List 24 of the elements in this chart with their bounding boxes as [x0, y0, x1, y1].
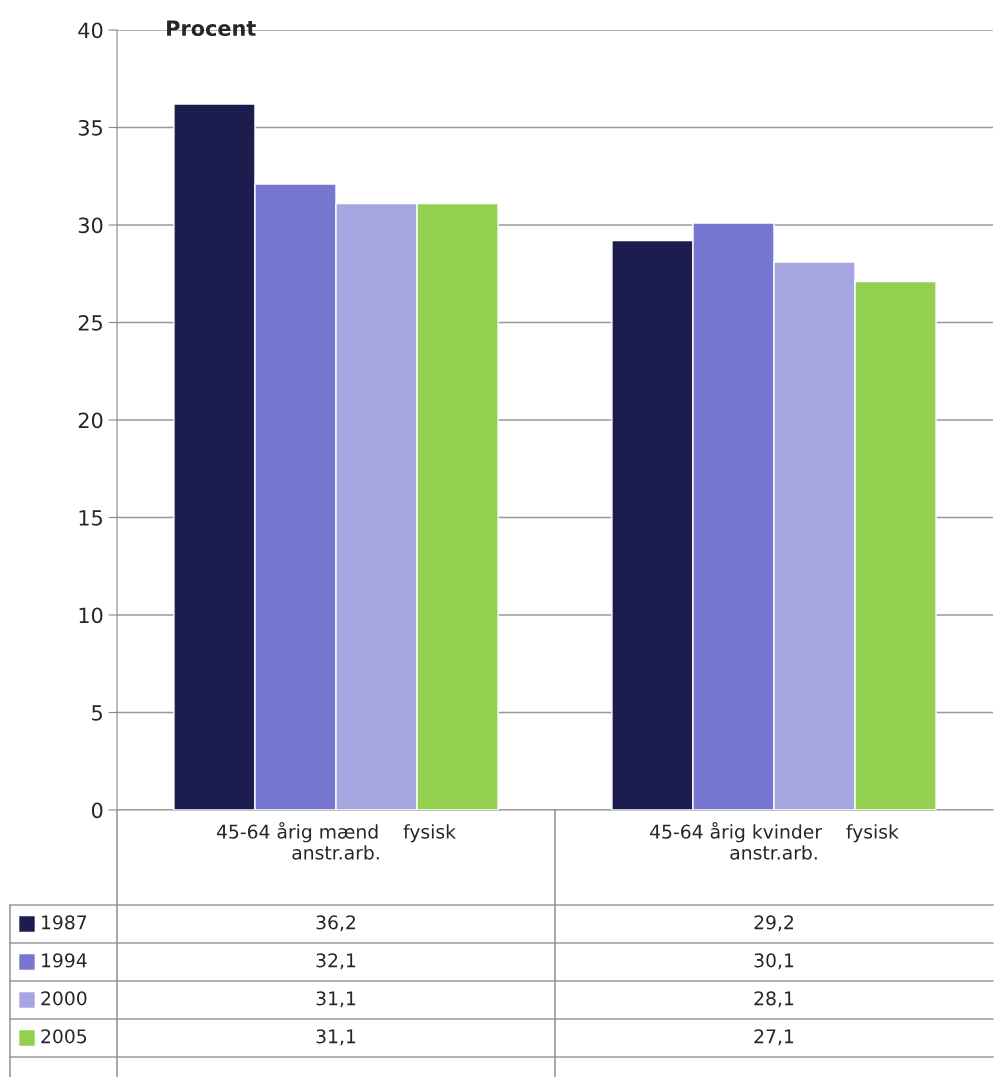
y-tick-label: 35 — [78, 119, 102, 136]
legend-label: 2000 — [41, 991, 87, 1006]
y-tick-label: 40 — [78, 22, 103, 39]
y-tick-label: 5 — [92, 705, 102, 721]
y-tick-label: 25 — [78, 314, 102, 331]
x-tick-label: 45-64 årig kvinder fysisk anstr.arb. — [650, 822, 899, 860]
data-label: 31,1 — [316, 991, 356, 1008]
data-label: 36,2 — [316, 915, 355, 932]
y-tick-label: 15 — [79, 510, 102, 526]
y-tick-label: 10 — [79, 607, 103, 624]
legend-label: 1987 — [42, 915, 87, 930]
data-label: 31,1 — [316, 1029, 356, 1046]
data-label: 30,1 — [754, 953, 794, 970]
data-label: 28,1 — [754, 991, 794, 1008]
x-tick-label: 45-64 årig mænd fysisk anstr.arb. — [216, 822, 456, 860]
y-tick-label: 20 — [78, 412, 103, 429]
data-label: 29,2 — [754, 915, 793, 932]
legend-label: 2005 — [41, 1029, 87, 1044]
y-tick-label: 0 — [91, 802, 103, 819]
y-axis-title: Procent — [167, 20, 256, 37]
data-label: 32,1 — [316, 953, 356, 970]
data-label: 27,1 — [754, 1029, 794, 1046]
legend-label: 1994 — [42, 953, 87, 968]
y-tick-label: 30 — [78, 217, 103, 234]
